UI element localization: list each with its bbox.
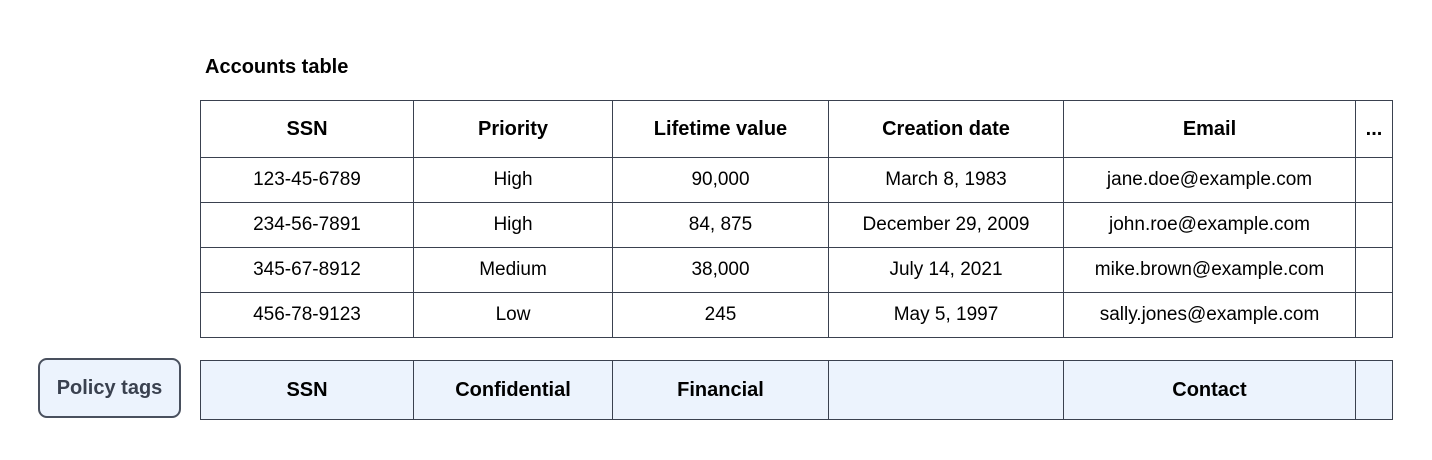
policy-tag-empty (828, 360, 1064, 420)
cell-priority: High (413, 157, 613, 203)
cell-priority: Medium (413, 247, 613, 293)
table-row: 234-56-7891 High 84, 875 December 29, 20… (200, 202, 1393, 248)
cell-email: sally.jones@example.com (1063, 292, 1356, 338)
cell-lifetime-value: 90,000 (612, 157, 829, 203)
cell-lifetime-value: 84, 875 (612, 202, 829, 248)
policy-tags-table: SSN Confidential Financial Contact (200, 360, 1393, 420)
cell-creation-date: July 14, 2021 (828, 247, 1064, 293)
cell-priority: Low (413, 292, 613, 338)
accounts-table-title: Accounts table (205, 56, 349, 78)
policy-tags-label: Policy tags (38, 358, 181, 418)
policy-tag-empty-more (1355, 360, 1393, 420)
cell-more (1355, 292, 1393, 338)
cell-email: mike.brown@example.com (1063, 247, 1356, 293)
cell-ssn: 234-56-7891 (200, 202, 414, 248)
cell-more (1355, 157, 1393, 203)
accounts-header-row: SSN Priority Lifetime value Creation dat… (200, 100, 1393, 158)
header-lifetime-value: Lifetime value (612, 100, 829, 158)
header-creation-date: Creation date (828, 100, 1064, 158)
policy-tag-ssn: SSN (200, 360, 414, 420)
cell-email: john.roe@example.com (1063, 202, 1356, 248)
cell-email: jane.doe@example.com (1063, 157, 1356, 203)
policy-tag-contact: Contact (1063, 360, 1356, 420)
cell-lifetime-value: 245 (612, 292, 829, 338)
cell-creation-date: May 5, 1997 (828, 292, 1064, 338)
cell-ssn: 456-78-9123 (200, 292, 414, 338)
table-row: 345-67-8912 Medium 38,000 July 14, 2021 … (200, 247, 1393, 293)
policy-tag-financial: Financial (612, 360, 829, 420)
cell-more (1355, 202, 1393, 248)
header-more-columns: ... (1355, 100, 1393, 158)
accounts-table: SSN Priority Lifetime value Creation dat… (200, 100, 1393, 338)
header-ssn: SSN (200, 100, 414, 158)
policy-tags-row: SSN Confidential Financial Contact (200, 360, 1393, 420)
cell-creation-date: March 8, 1983 (828, 157, 1064, 203)
cell-ssn: 123-45-6789 (200, 157, 414, 203)
header-email: Email (1063, 100, 1356, 158)
cell-lifetime-value: 38,000 (612, 247, 829, 293)
policy-tag-confidential: Confidential (413, 360, 613, 420)
table-row: 123-45-6789 High 90,000 March 8, 1983 ja… (200, 157, 1393, 203)
cell-more (1355, 247, 1393, 293)
cell-creation-date: December 29, 2009 (828, 202, 1064, 248)
header-priority: Priority (413, 100, 613, 158)
table-row: 456-78-9123 Low 245 May 5, 1997 sally.jo… (200, 292, 1393, 338)
cell-priority: High (413, 202, 613, 248)
cell-ssn: 345-67-8912 (200, 247, 414, 293)
